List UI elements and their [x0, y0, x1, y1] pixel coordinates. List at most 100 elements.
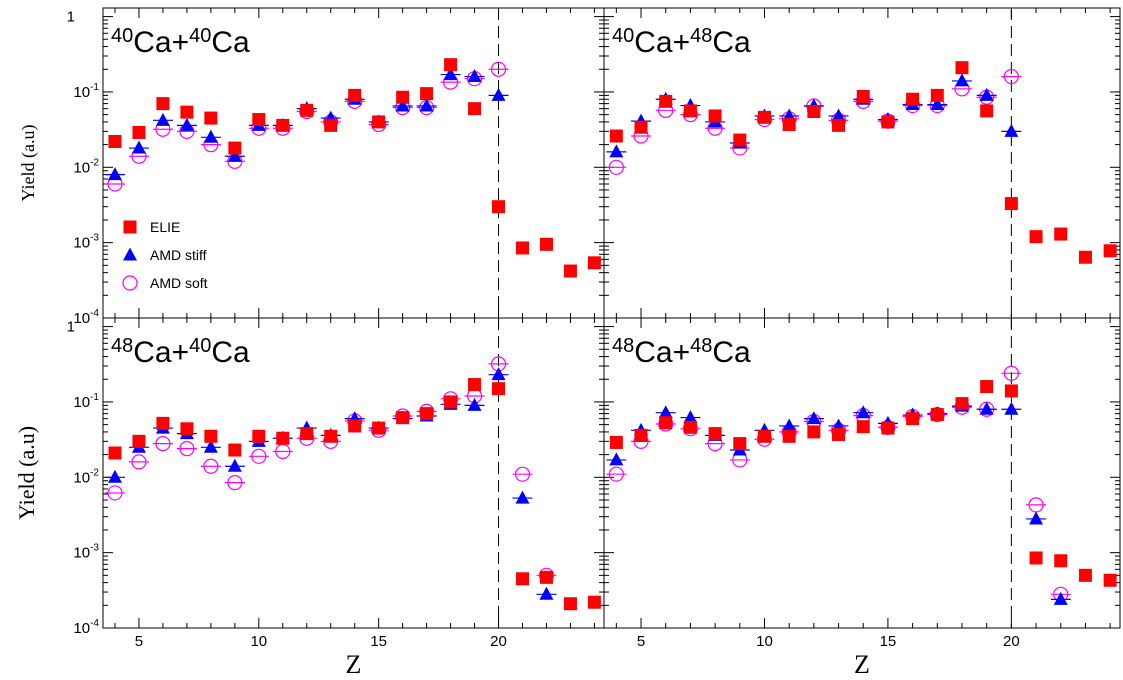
data-point [252, 113, 266, 127]
data-point [659, 94, 673, 108]
series-elie [609, 61, 1117, 264]
series-amd-stiff [104, 367, 557, 600]
data-point [930, 88, 944, 102]
data-point [856, 420, 870, 434]
data-point [467, 69, 482, 83]
series-amd-stiff [104, 67, 509, 181]
data-point [227, 458, 242, 472]
data-point [930, 408, 944, 422]
y-tick-label: 10-1 [73, 82, 99, 101]
data-point [1004, 197, 1018, 211]
data-point [608, 159, 624, 175]
data-point [491, 87, 506, 101]
data-point [1004, 384, 1018, 398]
x-tick-label: 10 [250, 633, 267, 650]
y-tick-label: 10-4 [73, 618, 99, 637]
data-point [658, 405, 673, 419]
data-point [757, 429, 771, 443]
y-tick-label-base: 10 [73, 310, 90, 327]
y-tick-label: 10-2 [73, 467, 99, 486]
title-mass-number: 48 [690, 25, 712, 47]
data-point [980, 380, 994, 394]
data-point [203, 458, 219, 474]
y-tick-label-exp: -2 [90, 157, 99, 168]
y-tick-label: 10-2 [73, 157, 99, 176]
data-point [587, 595, 601, 609]
title-mass-number: 48 [612, 335, 634, 357]
y-tick-label-base: 10 [73, 84, 90, 101]
data-point [1003, 365, 1019, 381]
y-tick-label-exp: -4 [90, 308, 99, 319]
data-point [276, 431, 290, 445]
data-point [300, 427, 314, 441]
data-point [420, 407, 434, 421]
data-point [1029, 551, 1043, 565]
data-point [515, 241, 529, 255]
data-point [251, 448, 267, 464]
y-tick-label: 10-3 [73, 233, 99, 252]
data-point [955, 61, 969, 75]
title-mass-number: 48 [111, 335, 133, 357]
title-mass-number: 48 [690, 335, 712, 357]
y-tick-label: 10-4 [73, 308, 99, 327]
data-point [1078, 568, 1092, 582]
data-point [782, 117, 796, 131]
data-point [683, 104, 697, 118]
data-point [180, 105, 194, 119]
data-point [203, 439, 218, 453]
y-tick-label-base: 10 [73, 469, 90, 486]
data-point [107, 485, 123, 501]
title-mass-number: 40 [612, 25, 634, 47]
legend-label: AMD stiff [150, 247, 207, 263]
data-point [708, 427, 722, 441]
data-point [563, 597, 577, 611]
data-point [807, 105, 821, 119]
x-tick-label: 10 [756, 633, 773, 650]
y-tick-label: 10-3 [73, 543, 99, 562]
data-point [491, 367, 506, 381]
data-point [324, 118, 338, 132]
panel-2: 40Ca+48Ca [603, 7, 1121, 319]
y-tick-label-exp: -4 [90, 618, 99, 629]
data-point [683, 420, 697, 434]
y-tick-label-exp: -1 [90, 392, 99, 403]
series-elie [108, 58, 601, 278]
x-axis-title: Z [346, 650, 362, 679]
data-point [107, 167, 122, 181]
data-point [733, 437, 747, 451]
title-mass-number: 40 [189, 335, 211, 357]
data-point [490, 61, 507, 77]
data-point [659, 416, 673, 430]
legend-label: AMD soft [150, 275, 208, 291]
data-point [683, 410, 698, 424]
data-point [1103, 573, 1117, 587]
data-point [955, 397, 969, 411]
data-point [467, 397, 482, 411]
y-tick-label-exp: -3 [90, 233, 99, 244]
data-point [1004, 123, 1019, 137]
data-point [324, 429, 338, 443]
data-point [609, 144, 624, 158]
y-axis-title: Yield (a.u) [14, 426, 39, 520]
data-point [587, 256, 601, 270]
x-tick-label: 5 [135, 633, 143, 650]
series-amd-soft [104, 61, 509, 192]
data-point [372, 421, 386, 435]
y-tick-label-base: 10 [73, 620, 90, 637]
data-point [443, 67, 458, 81]
data-point [179, 441, 195, 457]
data-point [609, 129, 623, 143]
data-point [204, 111, 218, 125]
data-point [492, 200, 506, 214]
data-point [1029, 230, 1043, 244]
y-tick-label-base: 10 [73, 159, 90, 176]
title-element: Ca [712, 336, 751, 369]
data-point [420, 87, 434, 101]
title-element: Ca [712, 26, 751, 59]
data-point [930, 97, 945, 111]
data-point [1054, 554, 1068, 568]
data-point [782, 418, 797, 432]
panel-title: 40Ca+40Ca [111, 25, 250, 59]
y-tick-label: 1 [67, 319, 75, 336]
